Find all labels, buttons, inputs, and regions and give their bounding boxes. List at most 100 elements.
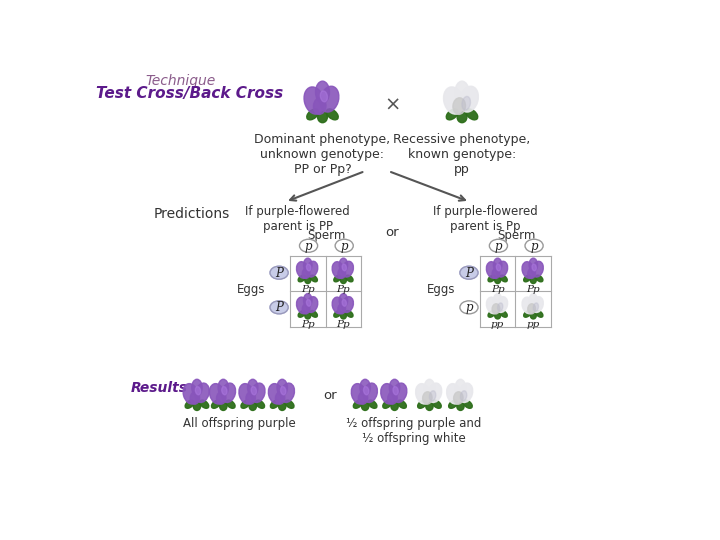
Ellipse shape (428, 383, 442, 402)
Ellipse shape (226, 400, 235, 408)
Ellipse shape (423, 392, 432, 404)
Ellipse shape (183, 383, 198, 404)
Text: or: or (385, 226, 399, 239)
Ellipse shape (528, 303, 536, 314)
Text: Sperm: Sperm (307, 229, 346, 242)
Ellipse shape (277, 379, 287, 396)
Ellipse shape (320, 86, 339, 112)
Text: If purple-flowered
parent is PP: If purple-flowered parent is PP (246, 205, 350, 233)
Ellipse shape (460, 391, 467, 401)
Ellipse shape (415, 383, 431, 404)
Ellipse shape (346, 310, 353, 317)
Ellipse shape (462, 97, 470, 110)
Ellipse shape (351, 383, 366, 404)
Ellipse shape (463, 400, 472, 408)
Ellipse shape (251, 387, 256, 395)
Ellipse shape (332, 297, 344, 314)
Ellipse shape (525, 239, 543, 252)
Text: Recessive phenotype,
known genotype:
pp: Recessive phenotype, known genotype: pp (393, 132, 531, 176)
Ellipse shape (304, 258, 312, 272)
Ellipse shape (315, 81, 330, 103)
Ellipse shape (359, 392, 368, 404)
Ellipse shape (279, 402, 286, 410)
Ellipse shape (455, 81, 469, 103)
Ellipse shape (217, 392, 226, 404)
Ellipse shape (457, 112, 467, 123)
Ellipse shape (532, 264, 536, 271)
Ellipse shape (360, 379, 370, 396)
Ellipse shape (305, 312, 311, 319)
Ellipse shape (364, 383, 377, 402)
Ellipse shape (218, 379, 228, 396)
Text: Test Cross/Back Cross: Test Cross/Back Cross (96, 86, 284, 102)
Ellipse shape (239, 383, 254, 404)
Text: Pp: Pp (491, 285, 505, 294)
Ellipse shape (210, 383, 225, 404)
Ellipse shape (493, 258, 502, 272)
Ellipse shape (528, 268, 536, 279)
Ellipse shape (529, 294, 538, 307)
Ellipse shape (488, 275, 495, 282)
Ellipse shape (342, 264, 346, 271)
Ellipse shape (193, 402, 201, 410)
Text: If purple-flowered
parent is Pp: If purple-flowered parent is Pp (433, 205, 538, 233)
Ellipse shape (280, 383, 294, 402)
Ellipse shape (364, 387, 369, 395)
Ellipse shape (212, 400, 220, 408)
Ellipse shape (310, 310, 318, 317)
Ellipse shape (298, 275, 305, 282)
Ellipse shape (339, 258, 348, 272)
Text: pp: pp (526, 320, 540, 329)
Text: p: p (465, 301, 473, 314)
Ellipse shape (432, 400, 441, 408)
Ellipse shape (393, 387, 398, 395)
Ellipse shape (320, 91, 328, 102)
Ellipse shape (306, 261, 318, 277)
Ellipse shape (455, 379, 466, 396)
Ellipse shape (454, 392, 463, 404)
Text: Pp: Pp (337, 320, 350, 329)
Ellipse shape (339, 294, 348, 307)
Ellipse shape (251, 383, 265, 402)
Ellipse shape (487, 297, 499, 314)
Text: or: or (323, 389, 337, 402)
Ellipse shape (298, 310, 305, 317)
Ellipse shape (531, 277, 536, 284)
Ellipse shape (248, 379, 258, 396)
Ellipse shape (522, 297, 534, 314)
Ellipse shape (318, 112, 328, 123)
Ellipse shape (307, 300, 311, 306)
Ellipse shape (302, 268, 310, 279)
Ellipse shape (449, 400, 458, 408)
Ellipse shape (346, 275, 353, 282)
Ellipse shape (446, 383, 462, 404)
Ellipse shape (496, 264, 500, 271)
Text: p: p (305, 240, 312, 253)
Ellipse shape (269, 383, 284, 404)
Ellipse shape (338, 268, 346, 279)
Text: Dominant phenotype,
unknown genotype:
PP or Pp?: Dominant phenotype, unknown genotype: PP… (254, 132, 390, 176)
Ellipse shape (496, 296, 508, 313)
Ellipse shape (381, 383, 396, 404)
Ellipse shape (270, 266, 288, 279)
Ellipse shape (390, 379, 400, 396)
Ellipse shape (195, 387, 201, 395)
Ellipse shape (495, 277, 500, 284)
Ellipse shape (392, 383, 407, 402)
Text: P: P (275, 301, 283, 314)
Ellipse shape (500, 310, 508, 317)
Ellipse shape (536, 275, 543, 282)
Ellipse shape (522, 262, 534, 278)
Ellipse shape (456, 402, 464, 410)
Text: P: P (465, 267, 473, 280)
Ellipse shape (304, 294, 312, 307)
Ellipse shape (492, 268, 500, 279)
Ellipse shape (338, 303, 346, 314)
Ellipse shape (256, 400, 264, 408)
Ellipse shape (500, 275, 508, 282)
Ellipse shape (495, 312, 500, 319)
Ellipse shape (281, 387, 286, 395)
Ellipse shape (424, 379, 435, 396)
Text: P: P (275, 267, 283, 280)
Text: Pp: Pp (301, 285, 315, 294)
